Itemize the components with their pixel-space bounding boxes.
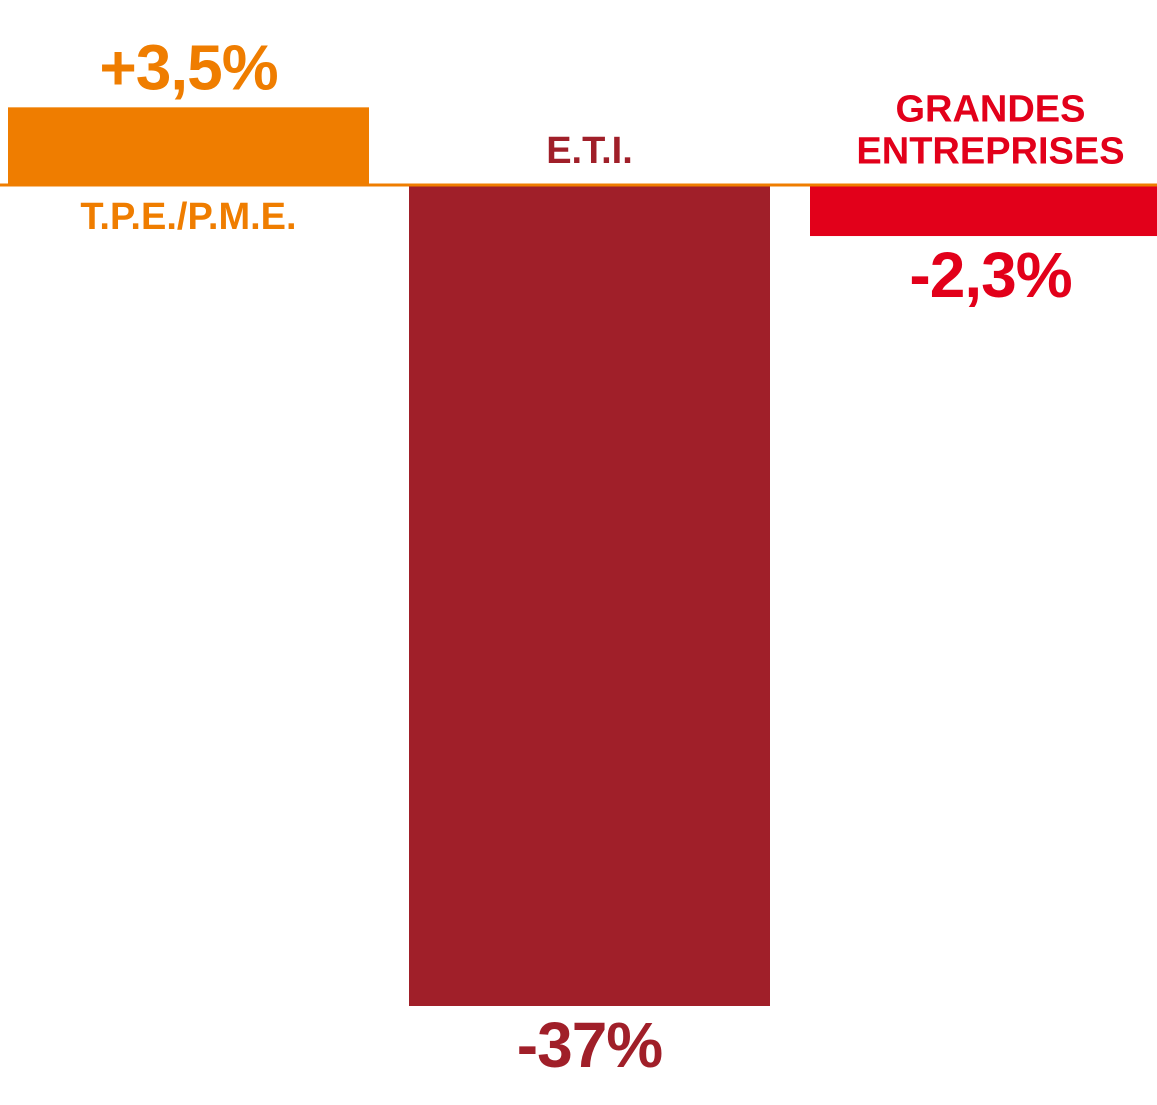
- bar: [810, 185, 1157, 237]
- category-label: E.T.I.: [546, 130, 633, 173]
- category-label: T.P.E./P.M.E.: [80, 196, 297, 238]
- bar: [409, 185, 770, 1006]
- value-label: +3,5%: [99, 31, 278, 104]
- category-label: GRANDES ENTREPRISES: [856, 88, 1125, 173]
- value-label: -2,3%: [909, 239, 1072, 312]
- bar: [8, 107, 369, 185]
- value-label: -37%: [516, 1009, 663, 1081]
